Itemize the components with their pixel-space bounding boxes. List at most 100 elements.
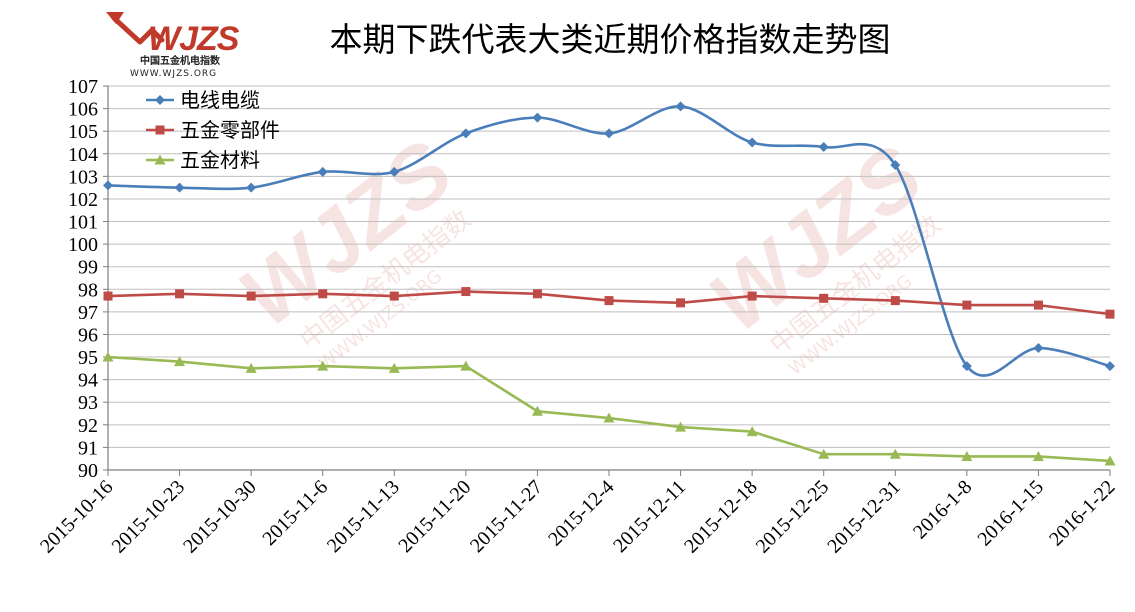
y-tick-label: 105 [68, 121, 98, 143]
watermark-right: WJZS 中国五金机电指数 WWW.WJZS.ORG [693, 127, 947, 380]
x-tick-label: 2015-11-27 [466, 476, 547, 557]
y-axis-ticks: 9091929394959697989910010110210310410510… [68, 76, 108, 482]
x-tick-label: 2015-11-6 [258, 476, 332, 550]
y-tick-label: 90 [78, 460, 98, 482]
data-point [603, 412, 615, 423]
y-tick-label: 99 [78, 257, 98, 279]
data-point [818, 141, 829, 152]
y-tick-label: 106 [68, 99, 98, 121]
data-point [819, 293, 829, 303]
data-point [1033, 343, 1044, 354]
data-point [1033, 300, 1043, 310]
data-point [317, 360, 329, 371]
series-3 [102, 351, 1116, 466]
chart-title: 本期下跌代表大类近期价格指数走势图 [330, 20, 891, 59]
series-line [107, 355, 1111, 463]
data-point [389, 291, 399, 301]
y-tick-label: 103 [68, 166, 98, 188]
data-point [174, 356, 186, 367]
data-point [604, 296, 614, 306]
data-point [747, 137, 758, 148]
data-point [531, 405, 543, 416]
x-tick-label: 2015-12-18 [680, 476, 762, 558]
logo-arrowhead-icon [106, 12, 124, 24]
y-tick-label: 107 [68, 76, 98, 98]
data-point [532, 112, 543, 123]
x-tick-label: 2015-10-16 [36, 476, 118, 558]
legend-item: 五金材料 [146, 148, 260, 172]
series-2 [103, 287, 1115, 319]
x-tick-label: 2015-11-20 [394, 476, 475, 557]
y-tick-label: 98 [78, 279, 98, 301]
data-point [962, 300, 972, 310]
data-point [460, 360, 472, 371]
data-point [175, 289, 185, 299]
data-point [246, 291, 256, 301]
data-point [103, 291, 113, 301]
data-point [1105, 309, 1115, 319]
legend-marker [155, 125, 165, 135]
data-point [675, 101, 686, 112]
x-tick-label: 2015-12-25 [752, 476, 834, 558]
data-point [818, 448, 830, 459]
data-point [675, 421, 687, 432]
logo-arrow-icon [111, 15, 165, 45]
x-tick-label: 2015-12-11 [609, 476, 690, 557]
y-tick-label: 91 [78, 437, 98, 459]
logo: WJZS 中国五金机电指数 WWW.WJZS.ORG [106, 12, 241, 79]
series-line [107, 105, 1111, 377]
x-tick-label: 2015-10-30 [179, 476, 261, 558]
data-point [103, 180, 113, 191]
series-group [102, 101, 1116, 466]
data-point [532, 289, 542, 299]
logo-subtitle: 中国五金机电指数 [140, 54, 221, 67]
data-point [245, 362, 257, 373]
data-point [1104, 455, 1116, 466]
y-tick-label: 95 [78, 347, 98, 369]
data-point [174, 182, 185, 193]
data-point [1032, 450, 1044, 461]
watermark-left: WJZS 中国五金机电指数 WWW.WJZS.ORG [223, 122, 477, 375]
legend-label: 五金零部件 [180, 118, 280, 142]
data-point [889, 448, 901, 459]
y-tick-label: 96 [78, 324, 98, 346]
legend-label: 五金材料 [180, 148, 260, 172]
x-tick-label: 2016-1-15 [973, 476, 1047, 550]
legend-marker [154, 154, 166, 165]
x-tick-label: 2015-12-31 [823, 476, 905, 558]
x-tick-label: 2015-12-4 [544, 476, 618, 550]
y-tick-label: 101 [68, 212, 98, 234]
y-tick-label: 97 [78, 302, 98, 324]
data-point [961, 361, 972, 372]
x-axis-ticks: 2015-10-162015-10-232015-10-302015-11-62… [36, 470, 1120, 558]
data-point [890, 160, 901, 171]
data-point [460, 128, 471, 139]
data-point [318, 289, 328, 299]
data-point [246, 182, 257, 193]
data-point [102, 351, 114, 362]
data-point [317, 166, 328, 177]
logo-url: WWW.WJZS.ORG [130, 69, 217, 79]
logo-brand: WJZS [148, 20, 240, 58]
y-tick-label: 104 [68, 144, 98, 166]
legend-item: 五金零部件 [146, 118, 280, 142]
data-point [746, 426, 758, 437]
data-point [461, 287, 471, 297]
y-tick-label: 100 [68, 234, 98, 256]
data-point [890, 296, 900, 306]
data-point [961, 450, 973, 461]
data-point [604, 128, 614, 139]
y-tick-label: 92 [78, 415, 98, 437]
y-tick-label: 94 [78, 370, 98, 392]
y-tick-label: 93 [78, 392, 98, 414]
data-point [1105, 361, 1115, 372]
data-point [747, 291, 757, 301]
legend-item: 电线电缆 [146, 88, 260, 112]
x-tick-label: 2016-1-8 [909, 476, 976, 543]
data-point [676, 298, 686, 308]
legend-label: 电线电缆 [180, 88, 260, 112]
series-1 [103, 101, 1115, 377]
legend-marker [155, 95, 165, 105]
